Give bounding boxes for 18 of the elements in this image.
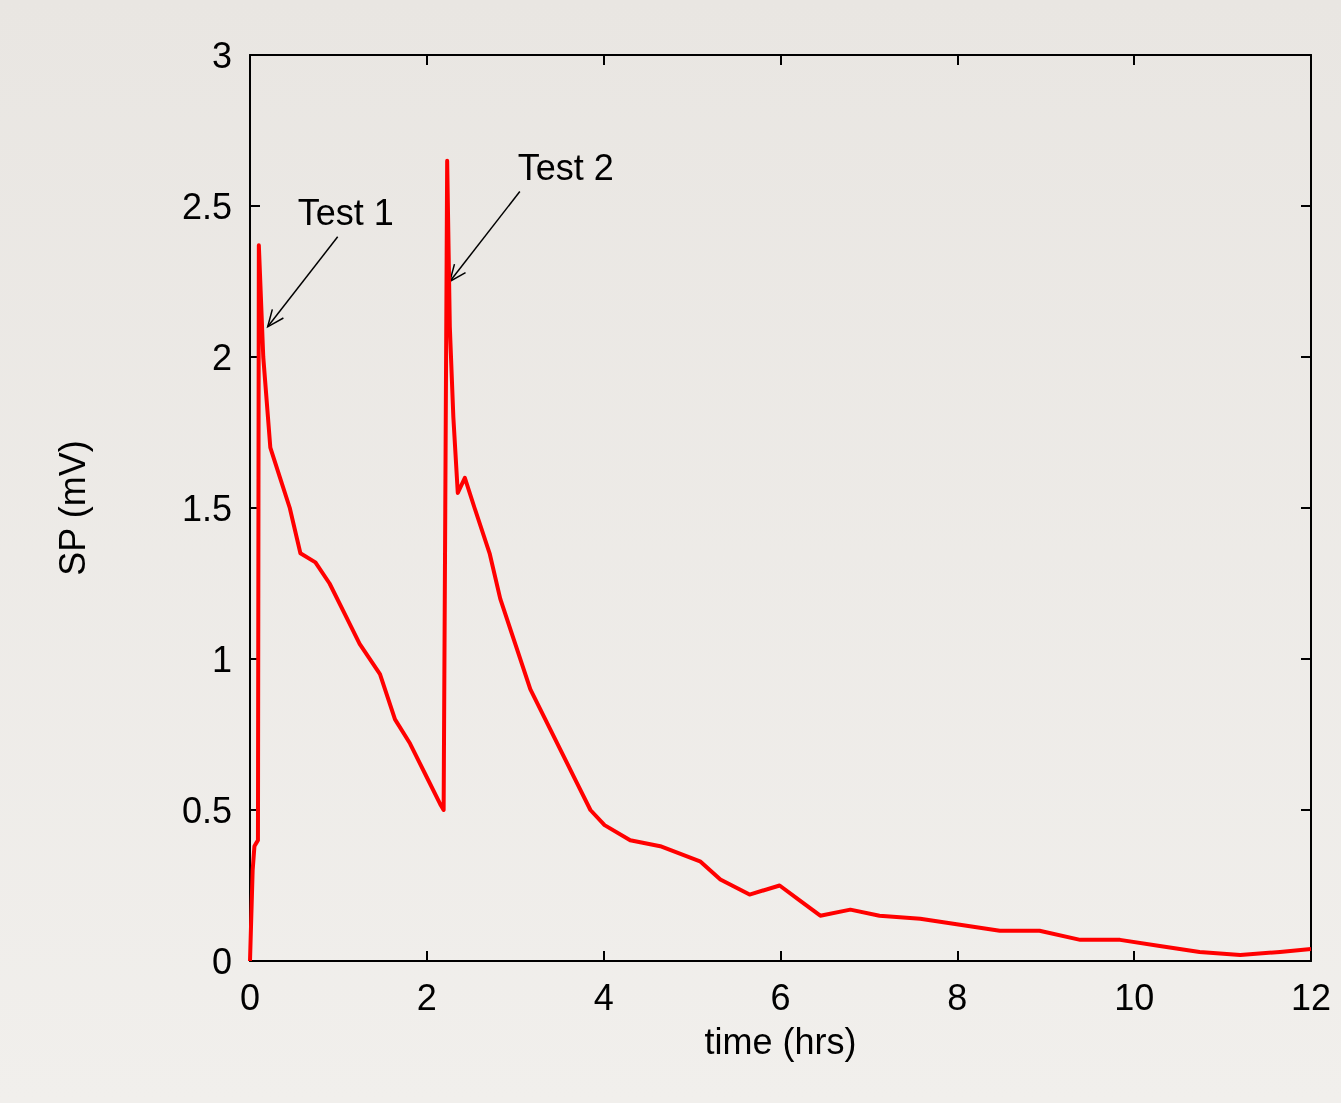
y-tick-label: 1	[211, 638, 232, 680]
x-axis-title: time (hrs)	[704, 1020, 857, 1062]
y-tick-label: 3	[211, 34, 232, 76]
y-axis-title: SP (mV)	[51, 440, 93, 576]
x-tick-label: 4	[593, 976, 614, 1018]
y-tick-label: 0.5	[181, 789, 232, 831]
annotation: Test 2	[517, 147, 614, 188]
x-tick-label: 0	[239, 976, 261, 1018]
x-tick-label: 12	[1290, 976, 1332, 1018]
x-tick-label: 10	[1114, 976, 1155, 1018]
annotation: Test 1	[297, 192, 394, 234]
x-tick-label: 6	[770, 976, 791, 1018]
y-tick-label: 2.5	[181, 185, 232, 227]
x-tick-label: 8	[947, 976, 968, 1018]
y-tick-label: 0	[211, 940, 232, 982]
x-tick-label: 2	[416, 976, 437, 1018]
y-tick-label: 1.5	[181, 487, 232, 529]
y-tick-label: 2	[211, 336, 232, 378]
